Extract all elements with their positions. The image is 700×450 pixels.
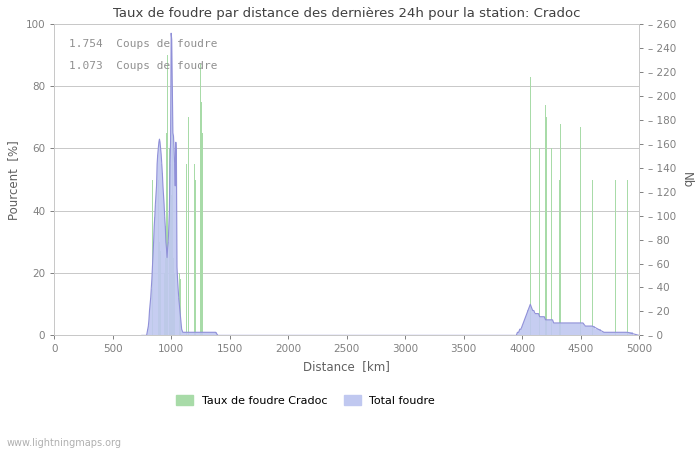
Legend: Taux de foudre Cradoc, Total foudre: Taux de foudre Cradoc, Total foudre — [172, 391, 440, 410]
Text: 1.073  Coups de foudre: 1.073 Coups de foudre — [69, 61, 217, 71]
Text: www.lightningmaps.org: www.lightningmaps.org — [7, 438, 122, 448]
Text: 1.754  Coups de foudre: 1.754 Coups de foudre — [69, 40, 217, 50]
X-axis label: Distance  [km]: Distance [km] — [303, 360, 390, 373]
Y-axis label: Pourcent  [%]: Pourcent [%] — [7, 140, 20, 220]
Y-axis label: Nb: Nb — [680, 171, 693, 188]
Title: Taux de foudre par distance des dernières 24h pour la station: Cradoc: Taux de foudre par distance des dernière… — [113, 7, 580, 20]
